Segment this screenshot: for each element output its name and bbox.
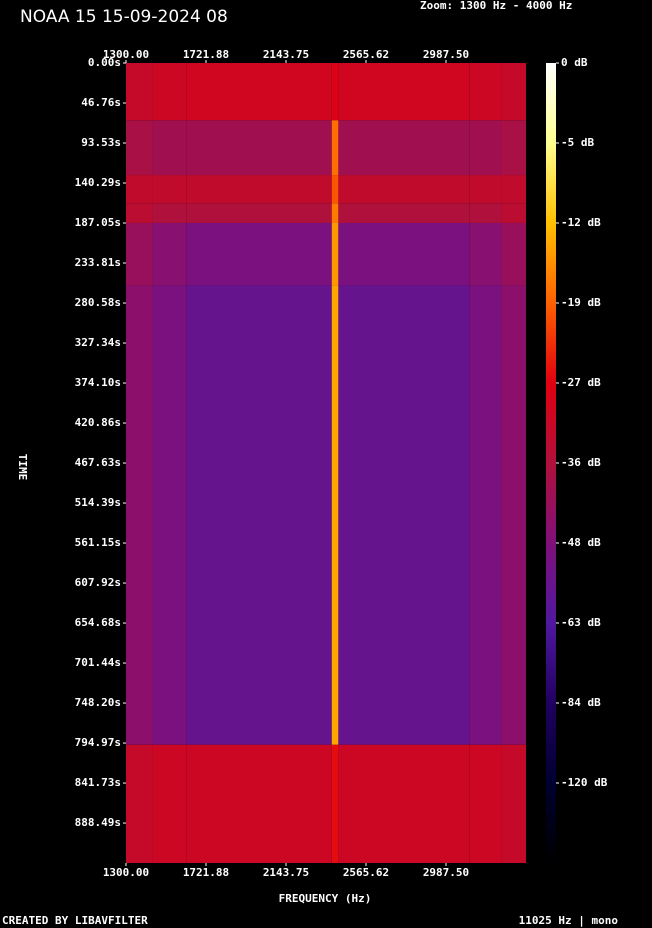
spectrogram-cell [338, 744, 470, 863]
spectrogram-cell [186, 175, 332, 204]
y-axis-label: TIME [16, 454, 29, 481]
y-tick-label: 374.10s [75, 376, 121, 389]
y-tick-label: 46.76s [81, 96, 121, 109]
spectrogram-cell [126, 175, 153, 204]
y-tick-label: 187.05s [75, 216, 121, 229]
spectrogram-cell [469, 63, 502, 121]
x-tick-label-top: 2987.50 [423, 48, 469, 61]
spectrogram-cell [186, 744, 332, 863]
y-tick-label: 280.58s [75, 296, 121, 309]
colorbar-tick-label: 0 dB [561, 56, 588, 69]
spectrogram-cell [186, 285, 332, 745]
x-tick-label-top: 2565.62 [343, 48, 389, 61]
y-tick-label: 888.49s [75, 816, 121, 829]
y-tick-label: 654.68s [75, 616, 121, 629]
subtitle: Zoom: 1300 Hz - 4000 Hz [420, 0, 572, 12]
spectrogram-cell [501, 63, 526, 121]
spectrogram-cell [126, 285, 153, 745]
colorbar-tick-label: -5 dB [561, 136, 594, 149]
spectrogram-cell [469, 744, 502, 863]
colorbar-tick-label: -19 dB [561, 296, 601, 309]
x-tick-label-top: 1721.88 [183, 48, 229, 61]
colorbar-tick-label: -12 dB [561, 216, 601, 229]
spectrogram-cell [469, 285, 502, 745]
spectrogram-cell [331, 203, 339, 223]
spectrogram-cell [331, 285, 339, 745]
y-tick-label: 233.81s [75, 256, 121, 269]
x-tick-label-top: 2143.75 [263, 48, 309, 61]
spectrogram-cell [126, 120, 153, 176]
y-tick-label: 140.29s [75, 176, 121, 189]
spectrogram-cell [152, 222, 187, 286]
spectrogram-cell [501, 285, 526, 745]
spectrogram-cell [126, 203, 153, 223]
spectrogram-cell [152, 63, 187, 121]
chart-title: NOAA 15 15-09-2024 08 [20, 7, 228, 27]
x-tick-label-bottom: 1300.00 [103, 866, 149, 879]
y-tick-label: 841.73s [75, 776, 121, 789]
spectrogram-cell [501, 744, 526, 863]
x-tick-label-bottom: 2987.50 [423, 866, 469, 879]
x-axis-label: FREQUENCY (Hz) [279, 892, 372, 905]
spectrogram-cell [331, 120, 339, 176]
spectrogram-cell [501, 175, 526, 204]
y-tick-label: 0.00s [88, 56, 121, 69]
colorbar [546, 63, 556, 863]
colorbar-tick-label: -27 dB [561, 376, 601, 389]
y-tick-label: 467.63s [75, 456, 121, 469]
spectrogram-cell [186, 63, 332, 121]
spectrogram-cell [469, 222, 502, 286]
spectrogram-cell [338, 63, 470, 121]
y-tick-label: 420.86s [75, 416, 121, 429]
y-tick-label: 327.34s [75, 336, 121, 349]
x-tick-label-top: 1300.00 [103, 48, 149, 61]
spectrogram-cell [331, 63, 339, 121]
spectrogram-cell [126, 222, 153, 286]
spectrogram-cell [126, 744, 153, 863]
footer-left: CREATED BY LIBAVFILTER [2, 914, 148, 927]
y-tick-label: 514.39s [75, 496, 121, 509]
spectrogram-cell [338, 285, 470, 745]
y-tick-label: 561.15s [75, 536, 121, 549]
spectrogram-cell [331, 222, 339, 286]
spectrogram-cell [501, 120, 526, 176]
spectrogram-cell [338, 203, 470, 223]
spectrogram-cell [186, 120, 332, 176]
spectrogram-cell [331, 175, 339, 204]
spectrogram-cell [469, 120, 502, 176]
spectrogram-cell [469, 203, 502, 223]
x-tick-label-bottom: 2143.75 [263, 866, 309, 879]
x-tick-label-bottom: 1721.88 [183, 866, 229, 879]
spectrogram-cell [186, 203, 332, 223]
y-tick-label: 701.44s [75, 656, 121, 669]
spectrogram-cell [152, 744, 187, 863]
colorbar-tick-label: -63 dB [561, 616, 601, 629]
colorbar-tick-label: -48 dB [561, 536, 601, 549]
spectrogram-cell [331, 744, 339, 863]
y-tick-label: 748.20s [75, 696, 121, 709]
spectrogram-cell [152, 203, 187, 223]
y-tick-label: 607.92s [75, 576, 121, 589]
spectrogram-cell [501, 222, 526, 286]
spectrogram-cell [126, 63, 153, 121]
y-tick-label: 93.53s [81, 136, 121, 149]
spectrogram-cell [338, 120, 470, 176]
spectrogram-cell [338, 175, 470, 204]
colorbar-tick-label: -84 dB [561, 696, 601, 709]
colorbar-tick-label: -120 dB [561, 776, 608, 789]
spectrogram-cell [469, 175, 502, 204]
spectrogram-cell [186, 222, 332, 286]
spectrogram-cell [152, 120, 187, 176]
spectrogram-cell [152, 285, 187, 745]
spectrogram-cell [152, 175, 187, 204]
y-tick-label: 794.97s [75, 736, 121, 749]
spectrogram-cell [338, 222, 470, 286]
x-tick-label-bottom: 2565.62 [343, 866, 389, 879]
colorbar-tick-label: -36 dB [561, 456, 601, 469]
spectrogram-cell [501, 203, 526, 223]
footer-right: 11025 Hz | mono [519, 914, 619, 927]
